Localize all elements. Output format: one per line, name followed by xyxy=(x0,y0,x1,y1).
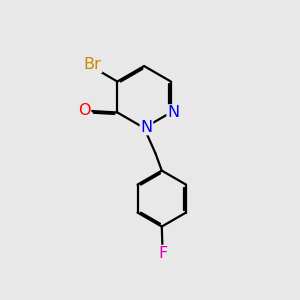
Text: Br: Br xyxy=(84,57,101,72)
Text: N: N xyxy=(167,105,179,120)
Text: O: O xyxy=(78,103,91,118)
Text: F: F xyxy=(158,246,167,261)
Text: N: N xyxy=(140,119,152,134)
